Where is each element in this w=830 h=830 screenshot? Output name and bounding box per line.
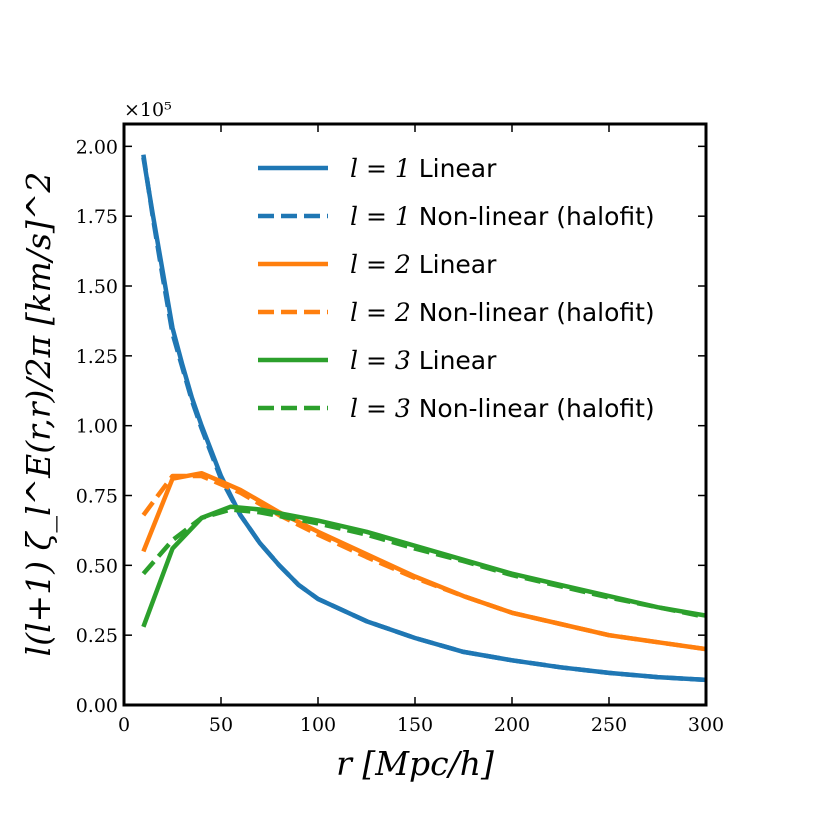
legend-label-6: l = 3 Non-linear (halofit) [350, 394, 655, 423]
legend-math: l = 3 [350, 346, 411, 375]
legend-text: Non-linear (halofit) [411, 202, 655, 231]
x-axis-title: r [Mpc/h] [336, 744, 494, 783]
y-tick-label: 1.75 [76, 206, 118, 228]
series-line-2 [141, 154, 707, 683]
y-tick-label: 0.50 [76, 555, 118, 577]
series-line-5 [141, 504, 707, 628]
x-tick-label: 0 [118, 714, 130, 736]
legend-math: l = 2 [350, 298, 411, 327]
x-tick-label: 250 [591, 714, 627, 736]
legend-text: Non-linear (halofit) [411, 394, 655, 423]
legend-label-2: l = 1 Non-linear (halofit) [350, 202, 655, 231]
y-tick-labels: 0.00 0.25 0.50 0.75 1.00 1.25 1.50 1.75 2.00 [76, 136, 118, 717]
y-tick-label: 0.75 [76, 486, 118, 508]
legend-math: l = 2 [350, 250, 411, 279]
series-layer [141, 154, 707, 683]
legend-label-5: l = 3 Linear [350, 346, 497, 375]
series-line-3 [141, 470, 707, 652]
x-tick-label: 100 [300, 714, 336, 736]
legend-math: l = 1 [350, 202, 411, 231]
legend-text: Linear [411, 250, 497, 279]
y-tick-label: 1.00 [76, 416, 118, 438]
legend-label-1: l = 1 Linear [350, 154, 497, 183]
legend-text: Linear [411, 154, 497, 183]
y-offset-label: ×10⁵ [124, 99, 172, 121]
legend-math: l = 1 [350, 154, 411, 183]
y-axis-title: l(l+1) ζ_l^E(r,r)/2π [km/s]^2 [19, 172, 59, 657]
series-line-4 [141, 473, 707, 652]
x-tick-label: 200 [494, 714, 530, 736]
x-tick-label: 300 [688, 714, 724, 736]
plot-frame [122, 122, 708, 707]
x-tick-label: 50 [209, 714, 233, 736]
series-line-6 [141, 507, 707, 620]
y-tick-label: 0.00 [76, 695, 118, 717]
x-tick-labels: 0 50 100 150 200 250 300 [118, 714, 724, 736]
y-tick-label: 0.25 [76, 625, 118, 647]
legend-label-4: l = 2 Non-linear (halofit) [350, 298, 655, 327]
y-tick-label: 1.50 [76, 276, 118, 298]
x-tick-label: 150 [397, 714, 433, 736]
y-tick-label: 1.25 [76, 346, 118, 368]
legend-text: Non-linear (halofit) [411, 298, 655, 327]
y-tick-label: 2.00 [76, 136, 118, 158]
legend-label-3: l = 2 Linear [350, 250, 497, 279]
legend-math: l = 3 [350, 394, 411, 423]
legend-text: Linear [411, 346, 497, 375]
